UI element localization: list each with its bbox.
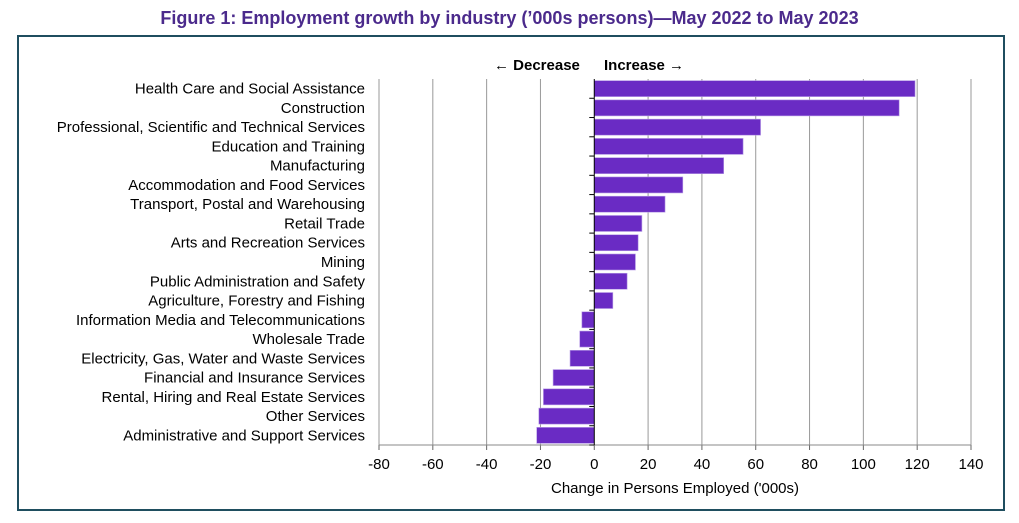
category-label: Arts and Recreation Services [171, 235, 365, 252]
bar [538, 407, 595, 425]
bar [569, 350, 595, 367]
x-tick-label: -80 [368, 456, 390, 473]
category-label: Accommodation and Food Services [128, 177, 365, 194]
category-label: Manufacturing [270, 158, 365, 175]
bar [593, 272, 628, 290]
bar [593, 195, 666, 213]
x-tick-label: 140 [958, 456, 983, 473]
bar [536, 427, 595, 444]
x-tick-label: 40 [694, 456, 711, 473]
x-tick-label: 60 [747, 456, 764, 473]
category-label: Mining [321, 254, 365, 271]
x-tick-label: 100 [851, 456, 876, 473]
category-label: Information Media and Telecommunications [76, 312, 365, 329]
bar [593, 118, 761, 136]
bar [579, 330, 595, 348]
bar [593, 138, 744, 155]
bar [593, 157, 725, 174]
bar [593, 99, 900, 117]
x-tick-label: -60 [422, 456, 444, 473]
category-label: Professional, Scientific and Technical S… [57, 119, 365, 136]
category-label: Other Services [266, 408, 365, 425]
x-tick-label: 0 [590, 456, 598, 473]
category-label: Construction [281, 100, 365, 117]
category-label: Transport, Postal and Warehousing [130, 196, 365, 213]
x-tick-label: -40 [476, 456, 498, 473]
bar [543, 388, 595, 406]
bar [593, 215, 643, 232]
category-label: Education and Training [212, 138, 365, 155]
decrease-annotation: ← Decrease [494, 57, 580, 74]
bar [593, 253, 636, 271]
x-tick-label: 20 [640, 456, 657, 473]
category-label: Retail Trade [284, 215, 365, 232]
x-tick-label: 120 [905, 456, 930, 473]
category-label: Electricity, Gas, Water and Waste Servic… [81, 350, 365, 367]
x-tick-label: 80 [801, 456, 818, 473]
bar [593, 80, 916, 97]
category-label: Public Administration and Safety [150, 273, 366, 290]
bar [581, 311, 595, 329]
bar [593, 234, 639, 252]
bar [552, 369, 595, 386]
category-label: Rental, Hiring and Real Estate Services [102, 389, 365, 406]
x-tick-label: -20 [530, 456, 552, 473]
increase-annotation: Increase → [604, 57, 685, 74]
category-label: Health Care and Social Assistance [135, 81, 365, 98]
bar [593, 292, 614, 309]
chart-frame [17, 35, 1005, 511]
category-label: Financial and Insurance Services [144, 370, 365, 387]
category-label: Wholesale Trade [252, 331, 365, 348]
category-label: Administrative and Support Services [123, 427, 365, 444]
chart-title: Figure 1: Employment growth by industry … [160, 8, 859, 28]
category-label: Agriculture, Forestry and Fishing [148, 293, 365, 310]
bar [593, 176, 684, 194]
x-axis-label: Change in Persons Employed ('000s) [551, 480, 799, 497]
